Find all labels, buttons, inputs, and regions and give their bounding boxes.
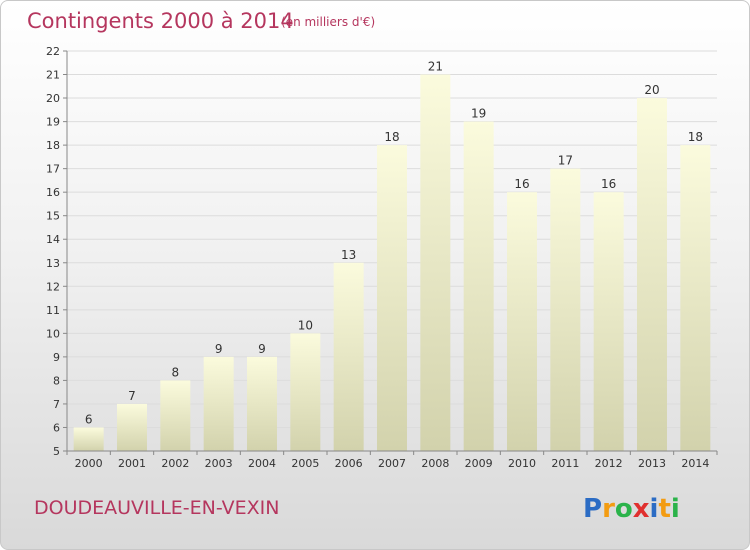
- bar-2008: [420, 74, 451, 451]
- y-tick-label: 16: [46, 186, 60, 199]
- y-tick-label: 21: [46, 69, 60, 82]
- x-tick-label: 2008: [421, 457, 449, 470]
- bar-2014: [680, 145, 711, 451]
- proxiti-logo: Proxiti: [583, 494, 680, 524]
- bar-2007: [377, 145, 407, 451]
- x-tick-label: 2010: [508, 457, 536, 470]
- x-tick-label: 2000: [75, 457, 103, 470]
- bar-2006: [333, 262, 364, 451]
- bar-value-label: 18: [688, 130, 703, 144]
- bar-value-label: 17: [558, 154, 573, 168]
- y-tick-label: 11: [46, 304, 60, 317]
- x-tick-label: 2013: [638, 457, 666, 470]
- x-tick-label: 2002: [161, 457, 189, 470]
- x-tick-label: 2011: [551, 457, 579, 470]
- bar-value-label: 16: [601, 177, 616, 191]
- y-tick-label: 22: [46, 45, 60, 58]
- y-tick-label: 13: [46, 257, 60, 270]
- town-name: DOUDEAUVILLE-EN-VEXIN: [34, 497, 279, 519]
- bar-value-label: 7: [128, 389, 136, 403]
- logo-letter: x: [633, 494, 650, 524]
- bar-value-label: 9: [215, 342, 223, 356]
- bar-2002: [160, 380, 191, 451]
- y-tick-label: 17: [46, 163, 60, 176]
- y-tick-label: 12: [46, 280, 60, 293]
- bar-2013: [637, 98, 667, 451]
- bar-value-label: 18: [384, 130, 399, 144]
- logo-letter: i: [650, 494, 659, 524]
- y-tick-label: 15: [46, 210, 60, 223]
- bar-2004: [247, 356, 277, 451]
- bar-2005: [290, 333, 321, 451]
- bar-value-label: 16: [514, 177, 529, 191]
- axes: 5 6 7 8 9 10 11 12 13 14 15 16 17 18 19 20 21 22 2000 2001 2…: [46, 45, 718, 470]
- logo-letter: P: [583, 494, 602, 524]
- y-tick-label: 20: [46, 92, 60, 105]
- bars: 6 7 8 9 9 10 13 18 21 19 16 17 16 20 18: [73, 60, 711, 452]
- bar-2001: [117, 403, 147, 451]
- x-tick-label: 2005: [291, 457, 319, 470]
- bar-value-label: 13: [341, 248, 356, 262]
- bar-2010: [507, 192, 537, 452]
- x-tick-label: 2009: [465, 457, 493, 470]
- y-tick-label: 7: [53, 398, 60, 411]
- y-tick-label: 10: [46, 327, 60, 340]
- bar-value-label: 21: [428, 60, 443, 74]
- logo-letter: o: [615, 494, 633, 524]
- bar-2000: [73, 427, 104, 451]
- y-tick-label: 8: [53, 374, 60, 387]
- x-tick-label: 2012: [595, 457, 623, 470]
- logo-letter: i: [671, 494, 680, 524]
- bar-2012: [593, 192, 624, 452]
- x-tick-label: 2004: [248, 457, 276, 470]
- x-tick-label: 2006: [335, 457, 363, 470]
- y-tick-label: 5: [53, 445, 60, 458]
- y-tick-label: 6: [53, 421, 60, 434]
- bar-value-label: 8: [172, 365, 180, 379]
- y-tick-label: 14: [46, 233, 60, 246]
- bar-value-label: 19: [471, 107, 486, 121]
- x-tick-label: 2007: [378, 457, 406, 470]
- bar-value-label: 6: [85, 412, 93, 426]
- bar-2003: [203, 356, 234, 451]
- logo-letter: t: [658, 494, 670, 524]
- bar-value-label: 10: [298, 318, 313, 332]
- chart-title: Contingents 2000 à 2014: [27, 9, 294, 33]
- bar-value-label: 20: [644, 83, 659, 97]
- y-tick-label: 9: [53, 351, 60, 364]
- bar-value-label: 9: [258, 342, 266, 356]
- y-tick-label: 18: [46, 139, 60, 152]
- x-tick-label: 2001: [118, 457, 146, 470]
- y-tick-label: 19: [46, 116, 60, 129]
- logo-letter: r: [602, 494, 615, 524]
- bar-2011: [550, 168, 581, 451]
- x-tick-label: 2003: [205, 457, 233, 470]
- chart-subtitle: (en milliers d'€): [281, 15, 375, 29]
- x-tick-label: 2014: [681, 457, 709, 470]
- bar-2009: [463, 121, 494, 452]
